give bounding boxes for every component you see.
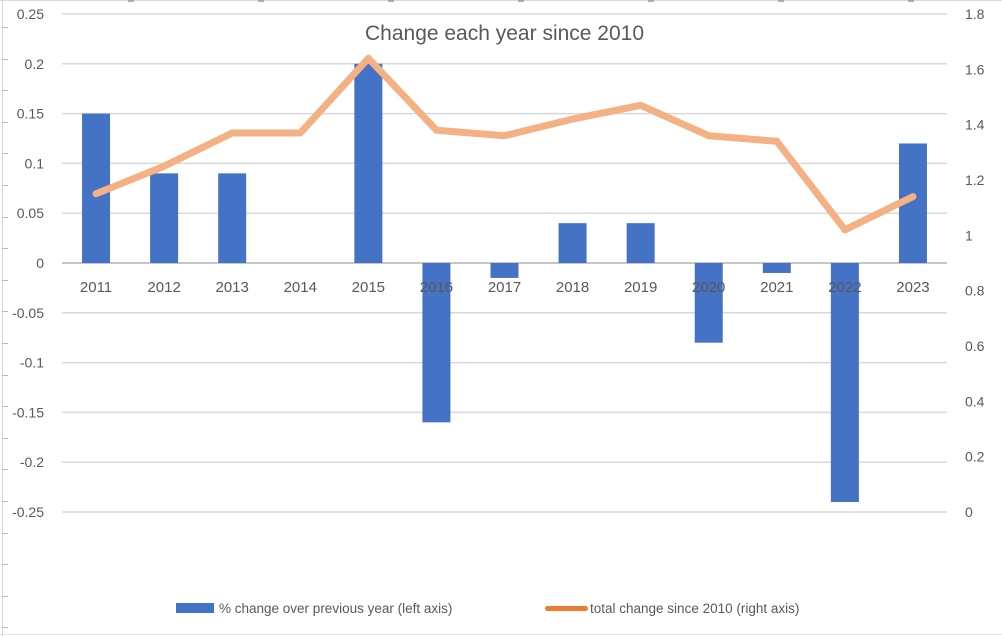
line-series-legend-label: total change since 2010 (right axis) xyxy=(590,600,800,616)
line-series-swatch-icon xyxy=(545,605,588,611)
spreadsheet-row-tick xyxy=(2,90,8,92)
left-axis-tick-label: 0 xyxy=(36,255,44,271)
x-axis-label-2020: 2020 xyxy=(692,279,725,296)
spreadsheet-row-tick xyxy=(2,469,8,471)
right-axis-tick-label: 0.8 xyxy=(965,283,985,299)
x-axis-label-2013: 2013 xyxy=(216,279,249,296)
x-axis-label-2017: 2017 xyxy=(488,279,521,296)
left-axis-tick-label: -0.25 xyxy=(12,504,44,520)
left-axis-tick-label: -0.1 xyxy=(20,355,44,371)
bar-series-legend-label: % change over previous year (left axis) xyxy=(219,600,453,616)
x-axis-label-2012: 2012 xyxy=(147,279,180,296)
spreadsheet-row-tick xyxy=(2,121,8,123)
spreadsheet-row-tick xyxy=(2,437,8,439)
legend-item-line-series: total change since 2010 (right axis) xyxy=(545,597,799,619)
spreadsheet-row-tick xyxy=(2,216,8,218)
legend-item-bar-series: % change over previous year (left axis) xyxy=(176,597,452,619)
right-axis-tick-label: 1.4 xyxy=(965,117,985,133)
left-axis-tick-label: 0.2 xyxy=(25,56,45,72)
right-axis-tick-label: 1.6 xyxy=(965,61,985,77)
spreadsheet-top-edge xyxy=(0,0,1002,2)
spreadsheet-row-tick xyxy=(2,248,8,250)
spreadsheet-row-tick xyxy=(2,185,8,186)
bar-2017 xyxy=(490,263,519,278)
spreadsheet-row-tick xyxy=(2,343,8,344)
spreadsheet-column-tick xyxy=(518,0,524,2)
left-axis-tick-label: 0.25 xyxy=(17,6,44,22)
right-axis-tick-label: 1.8 xyxy=(965,6,985,22)
bar-2020 xyxy=(694,263,723,343)
x-axis-label-2016: 2016 xyxy=(420,279,453,296)
bar-2019 xyxy=(626,223,655,263)
bar-2018 xyxy=(558,223,587,263)
spreadsheet-row-tick xyxy=(2,501,8,502)
left-axis-tick-label: -0.2 xyxy=(20,454,44,470)
left-axis-tick-label: -0.05 xyxy=(12,305,44,321)
left-axis-tick-label: 0.05 xyxy=(17,205,44,221)
spreadsheet-row-tick xyxy=(2,58,8,60)
x-axis-label-2021: 2021 xyxy=(760,279,793,296)
bar-2012 xyxy=(150,173,179,263)
spreadsheet-left-edge xyxy=(2,0,8,636)
x-axis-label-2019: 2019 xyxy=(624,279,657,296)
total-change-line xyxy=(92,54,917,234)
bar-2016 xyxy=(422,263,451,423)
spreadsheet-row-tick xyxy=(2,595,8,597)
chart-legend: % change over previous year (left axis) … xyxy=(0,597,1002,619)
x-axis-label-2011: 2011 xyxy=(80,279,112,296)
right-axis-tick-label: 0.6 xyxy=(965,338,985,354)
spreadsheet-column-tick xyxy=(258,0,264,2)
spreadsheet-row-tick xyxy=(2,153,8,155)
spreadsheet-row-tick xyxy=(2,27,8,28)
left-axis-tick-label: 0.1 xyxy=(25,155,45,171)
right-axis-tick-label: 1.2 xyxy=(965,172,985,188)
right-axis-tick-label: 0.2 xyxy=(965,449,985,465)
spreadsheet-row-tick xyxy=(2,564,8,566)
left-axis-tick-label: -0.15 xyxy=(12,404,44,420)
spreadsheet-row-tick xyxy=(2,532,8,534)
spreadsheet-column-tick xyxy=(648,0,654,2)
spreadsheet-column-tick xyxy=(908,0,914,2)
left-axis-tick-label: 0.15 xyxy=(17,106,44,122)
right-axis-tick-label: 1 xyxy=(965,227,973,243)
spreadsheet-row-tick xyxy=(2,311,8,313)
bar-2013 xyxy=(218,173,247,263)
x-axis-label-2022: 2022 xyxy=(828,279,861,296)
right-axis-tick-label: 0.4 xyxy=(965,393,985,409)
chart-title: Change each year since 2010 xyxy=(364,22,645,45)
spreadsheet-row-tick xyxy=(2,627,8,629)
bar-2021 xyxy=(762,263,791,273)
right-axis-tick-label: 0 xyxy=(965,504,973,520)
x-axis-label-2018: 2018 xyxy=(556,279,589,296)
spreadsheet-row-tick xyxy=(2,279,8,281)
x-axis-label-2014: 2014 xyxy=(284,279,317,296)
spreadsheet-row-tick xyxy=(2,406,8,408)
spreadsheet-column-tick xyxy=(128,0,134,2)
spreadsheet-column-tick xyxy=(388,0,394,2)
spreadsheet-bottom-edge xyxy=(0,634,1002,635)
x-axis-label-2023: 2023 xyxy=(896,279,929,296)
x-axis-label-2015: 2015 xyxy=(352,279,385,296)
spreadsheet-row-tick xyxy=(2,374,8,376)
bar-series-swatch-icon xyxy=(176,603,214,613)
spreadsheet-column-tick xyxy=(778,0,784,2)
bar-2015 xyxy=(354,63,383,263)
bar-2022 xyxy=(830,263,859,503)
